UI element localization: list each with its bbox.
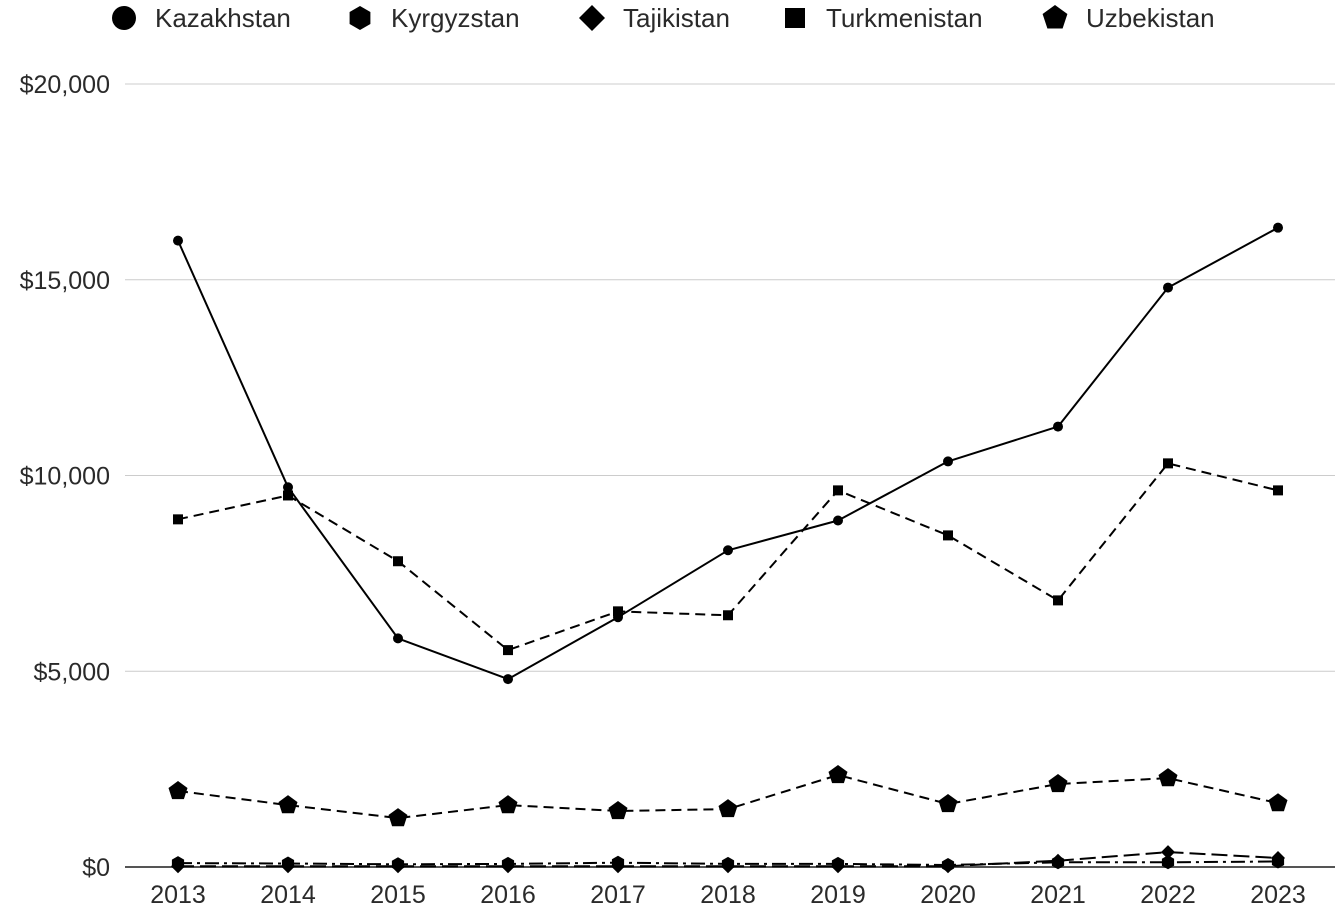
legend-marker-pentagon-icon <box>1042 5 1068 29</box>
y-tick-label: $15,000 <box>20 267 110 295</box>
data-point-turkmenistan-2016 <box>503 645 513 656</box>
x-tick-label: 2023 <box>1250 881 1306 909</box>
data-point-kyrgyzstan-2014 <box>281 856 295 871</box>
x-tick-label: 2017 <box>590 881 646 909</box>
gridlines <box>125 83 1335 868</box>
data-point-turkmenistan-2018 <box>723 610 733 621</box>
x-tick-label: 2022 <box>1140 881 1196 909</box>
legend-label: Kyrgyzstan <box>391 3 520 33</box>
data-point-kyrgyzstan-2023 <box>1271 854 1285 869</box>
data-point-kazakhstan-2022 <box>1163 282 1173 293</box>
legend-label: Tajikistan <box>623 3 730 33</box>
data-point-turkmenistan-2017 <box>613 606 623 617</box>
data-point-kazakhstan-2023 <box>1273 222 1283 233</box>
legend-marker-square-icon <box>785 8 805 28</box>
data-point-turkmenistan-2014 <box>283 490 293 501</box>
data-point-uzbekistan-2015 <box>388 808 408 827</box>
x-tick-label: 2020 <box>920 881 976 909</box>
data-point-turkmenistan-2021 <box>1053 595 1063 606</box>
data-point-uzbekistan-2023 <box>1268 793 1288 812</box>
x-tick-label: 2018 <box>700 881 756 909</box>
x-tick-label: 2019 <box>810 881 866 909</box>
legend-label: Kazakhstan <box>155 3 291 33</box>
y-tick-label: $10,000 <box>20 463 110 491</box>
data-point-uzbekistan-2018 <box>718 799 738 818</box>
data-point-kazakhstan-2013 <box>173 235 183 246</box>
legend-item-turkmenistan[interactable]: Turkmenistan <box>785 3 983 33</box>
data-point-kazakhstan-2017 <box>613 612 623 623</box>
data-point-uzbekistan-2021 <box>1048 774 1068 793</box>
data-point-kyrgyzstan-2019 <box>831 856 845 871</box>
x-axis: 2013 2014 2015 2016 2017 2018 2019 2020 2021 2022… <box>150 881 1306 909</box>
data-point-turkmenistan-2015 <box>393 556 403 567</box>
data-point-kyrgyzstan-2021 <box>1051 855 1065 870</box>
data-point-turkmenistan-2013 <box>173 514 183 525</box>
legend-item-kyrgyzstan[interactable]: Kyrgyzstan <box>349 3 520 33</box>
series-uzbekistan <box>168 765 1288 827</box>
series-line-turkmenistan <box>177 462 1279 652</box>
legend: Kazakhstan Kyrgyzstan Tajikistan Turkmenist… <box>112 3 1215 33</box>
y-tick-label: $20,000 <box>20 71 110 99</box>
legend-item-tajikistan[interactable]: Tajikistan <box>579 3 730 33</box>
data-point-kazakhstan-2016 <box>503 674 513 685</box>
data-point-kyrgyzstan-2013 <box>171 856 185 871</box>
data-point-kazakhstan-2015 <box>393 633 403 644</box>
data-point-uzbekistan-2013 <box>168 781 188 800</box>
data-point-kazakhstan-2014 <box>283 482 293 493</box>
series-turkmenistan <box>173 458 1283 656</box>
x-tick-label: 2013 <box>150 881 206 909</box>
x-tick-label: 2016 <box>480 881 536 909</box>
legend-item-kazakhstan[interactable]: Kazakhstan <box>112 3 291 33</box>
data-point-uzbekistan-2014 <box>278 795 298 814</box>
data-point-kazakhstan-2018 <box>723 545 733 556</box>
legend-marker-circle-icon <box>112 6 136 30</box>
series-kazakhstan <box>173 222 1283 685</box>
legend-marker-diamond-icon <box>579 5 605 31</box>
data-point-kyrgyzstan-2020 <box>941 858 955 872</box>
y-tick-label: $0 <box>82 854 110 882</box>
data-point-kyrgyzstan-2022 <box>1161 855 1175 870</box>
data-point-kyrgyzstan-2015 <box>391 857 405 872</box>
data-point-turkmenistan-2022 <box>1163 458 1173 469</box>
data-point-uzbekistan-2016 <box>498 795 518 814</box>
y-tick-label: $5,000 <box>34 658 110 686</box>
data-point-kyrgyzstan-2016 <box>501 856 515 871</box>
data-point-uzbekistan-2020 <box>938 794 958 813</box>
data-point-uzbekistan-2017 <box>608 801 628 820</box>
data-point-uzbekistan-2019 <box>828 765 848 784</box>
data-point-turkmenistan-2023 <box>1273 485 1283 496</box>
x-tick-label: 2021 <box>1030 881 1086 909</box>
legend-item-uzbekistan[interactable]: Uzbekistan <box>1042 3 1215 33</box>
data-point-turkmenistan-2020 <box>943 530 953 541</box>
data-point-turkmenistan-2019 <box>833 485 843 496</box>
legend-label: Uzbekistan <box>1086 3 1215 33</box>
y-axis: $0 $5,000 $10,000 $15,000 $20,000 <box>20 71 110 882</box>
data-point-kyrgyzstan-2017 <box>611 855 625 870</box>
legend-marker-hexagon-icon <box>349 6 371 30</box>
data-point-kazakhstan-2020 <box>943 456 953 467</box>
legend-label: Turkmenistan <box>826 3 983 33</box>
x-tick-label: 2015 <box>370 881 426 909</box>
data-point-kyrgyzstan-2018 <box>721 856 735 871</box>
series-lines <box>168 222 1288 874</box>
data-point-kazakhstan-2019 <box>833 515 843 526</box>
data-point-uzbekistan-2022 <box>1158 768 1178 787</box>
series-kyrgyzstan <box>171 854 1285 872</box>
data-point-tajikistan-2022 <box>1161 845 1175 860</box>
x-tick-label: 2014 <box>260 881 316 909</box>
data-point-kazakhstan-2021 <box>1053 421 1063 432</box>
